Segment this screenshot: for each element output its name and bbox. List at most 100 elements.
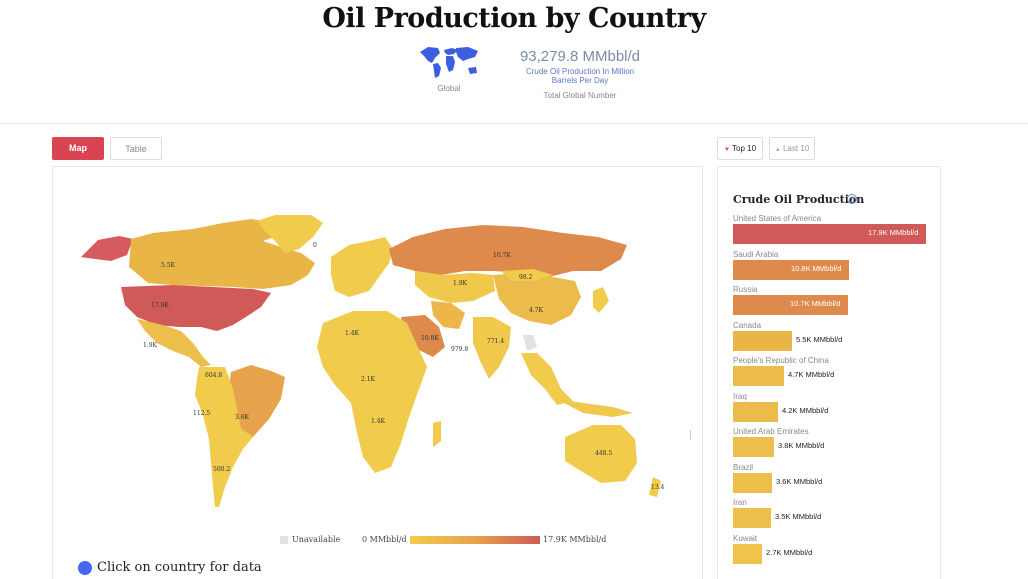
label-peru: 112.5	[193, 410, 210, 417]
country-mexico[interactable]	[137, 319, 211, 367]
label-greenland: 0	[313, 242, 317, 249]
country-europe[interactable]	[331, 237, 393, 297]
label-argentina: 500.2	[213, 466, 230, 473]
country-greenland[interactable]	[257, 215, 323, 253]
ranking-value: 17.9K MMbbl/d	[868, 228, 919, 237]
last-10-label: Last 10	[782, 144, 810, 153]
country-russia[interactable]	[389, 225, 627, 277]
label-china: 4.7K	[529, 307, 544, 314]
country-unavailable[interactable]	[523, 335, 537, 351]
label-brazil: 3.6K	[235, 414, 250, 421]
legend-max-label: 17.9K MMbbl/d	[543, 535, 607, 544]
top-10-button[interactable]: ▼ Top 10	[717, 137, 763, 160]
ranking-value: 2.7K MMbbl/d	[766, 547, 813, 557]
country-africa[interactable]	[317, 311, 427, 473]
ranking-row[interactable]: Russia 10.7K MMbbl/d	[733, 285, 938, 319]
country-brazil[interactable]	[229, 365, 285, 437]
label-algeria: 1.4K	[345, 330, 360, 337]
country-central-asia[interactable]	[415, 271, 495, 303]
label-nigeria: 2.1K	[361, 376, 376, 383]
ranking-value: 3.5K MMbbl/d	[775, 512, 822, 521]
label-australia: 448.5	[595, 450, 612, 457]
country-alaska[interactable]	[81, 236, 133, 261]
label-angola: 1.4K	[371, 418, 386, 425]
country-usa[interactable]	[121, 285, 271, 331]
info-dot-icon	[78, 561, 92, 575]
label-india: 771.4	[487, 338, 504, 345]
world-map: 5.5K 17.9K 1.9K 10.7K 3.6K 10.8K 4.7K 44…	[81, 215, 665, 507]
country-china[interactable]	[493, 273, 581, 325]
country-canada[interactable]	[129, 219, 315, 289]
country-southeast-asia[interactable]	[521, 353, 573, 405]
ranking-value: 4.7K MMbbl/d	[788, 370, 835, 379]
ranking-row[interactable]: United Arab Emirates 3.8K MMbbl/d	[733, 427, 938, 461]
label-canada: 5.5K	[161, 262, 176, 269]
ranking-country: Russia	[733, 285, 758, 294]
label-kazakhstan: 1.9K	[453, 280, 468, 287]
ranking-bar	[733, 224, 926, 244]
label-new-zealand: 13.4	[651, 484, 665, 491]
caret-up-icon: ▲	[774, 147, 781, 153]
ranking-row[interactable]: Kuwait 2.7K MMbbl/d	[733, 534, 938, 568]
ranking-bar	[733, 508, 771, 528]
map-panel: 5.5K 17.9K 1.9K 10.7K 3.6K 10.8K 4.7K 44…	[52, 166, 703, 579]
ranking-value: 10.8K MMbbl/d	[791, 263, 842, 273]
ranking-value: 3.6K MMbbl/d	[776, 476, 823, 486]
ranking-bar	[733, 437, 774, 457]
ranking-country: Iran	[733, 498, 747, 507]
ranking-panel: Crude Oil Production i United States of …	[717, 166, 941, 579]
country-new-zealand[interactable]	[649, 477, 661, 497]
ranking-row[interactable]: Brazil 3.6K MMbbl/d	[733, 463, 938, 497]
country-saudi-arabia[interactable]	[401, 315, 445, 357]
label-saudi-arabia: 10.8K	[421, 335, 439, 342]
label-russia: 10.7K	[493, 252, 511, 259]
label-mexico: 1.9K	[143, 342, 158, 349]
ranking-row[interactable]: Saudi Arabia 10.8K MMbbl/d	[733, 250, 938, 284]
country-mongolia[interactable]	[501, 269, 553, 281]
ranking-bar	[733, 330, 792, 351]
caret-down-icon: ▼	[723, 147, 730, 153]
country-iran[interactable]	[431, 301, 465, 329]
ranking-country: Kuwait	[733, 533, 758, 543]
country-south-america[interactable]	[195, 367, 253, 507]
ranking-row[interactable]: Canada 5.5K MMbbl/d	[733, 321, 938, 355]
label-venezuela: 604.8	[205, 372, 222, 379]
ranking-country: United Arab Emirates	[733, 427, 809, 436]
country-australia[interactable]	[565, 425, 637, 483]
ranking-bar	[733, 259, 849, 280]
tab-map[interactable]: Map	[52, 137, 104, 160]
ranking-bar	[733, 366, 784, 386]
ranking-bar	[733, 401, 778, 422]
globe-label: Global	[437, 84, 461, 93]
ranking-bar	[733, 472, 772, 493]
total-global-label: Total Global Number	[543, 91, 617, 100]
top-10-label: Top 10	[732, 144, 757, 153]
ranking-value: 5.5K MMbbl/d	[796, 334, 843, 344]
ranking-row[interactable]: People's Republic of China 4.7K MMbbl/d	[733, 356, 938, 390]
country-madagascar[interactable]	[433, 421, 441, 447]
info-icon[interactable]: i	[847, 194, 857, 204]
ranking-country: Canada	[733, 320, 762, 330]
last-10-button[interactable]: ▲ Last 10	[769, 137, 815, 160]
header-divider	[0, 123, 1028, 124]
country-india[interactable]	[473, 317, 511, 379]
tab-table[interactable]: Table	[110, 137, 162, 160]
legend-unavailable-label: Unavailable	[292, 535, 341, 544]
global-production-number: 93,279.8 MMbbl/d	[519, 48, 641, 65]
ranking-row[interactable]: United States of America 17.9K MMbbl/d	[733, 214, 938, 248]
ranking-title: Crude Oil Production	[733, 193, 865, 206]
ranking-country: Iraq	[733, 391, 747, 401]
unit-description: Crude Oil Production In Million Barrels …	[525, 67, 635, 85]
legend-unavailable-swatch	[280, 536, 288, 544]
ranking-country: People's Republic of China	[733, 356, 829, 365]
ranking-row[interactable]: Iran 3.5K MMbbl/d	[733, 498, 938, 532]
ranking-value: 10.7K MMbbl/d	[790, 299, 841, 308]
legend-color-scale	[410, 536, 540, 544]
ranking-row[interactable]: Iraq 4.2K MMbbl/d	[733, 392, 938, 426]
page-title: Oil Production by Country	[322, 3, 706, 34]
ranking-value: 3.8K MMbbl/d	[778, 441, 825, 450]
ranking-country: Saudi Arabia	[733, 249, 779, 259]
country-indonesia[interactable]	[557, 399, 633, 417]
ranking-country: Brazil	[733, 462, 754, 472]
country-japan[interactable]	[593, 287, 609, 313]
